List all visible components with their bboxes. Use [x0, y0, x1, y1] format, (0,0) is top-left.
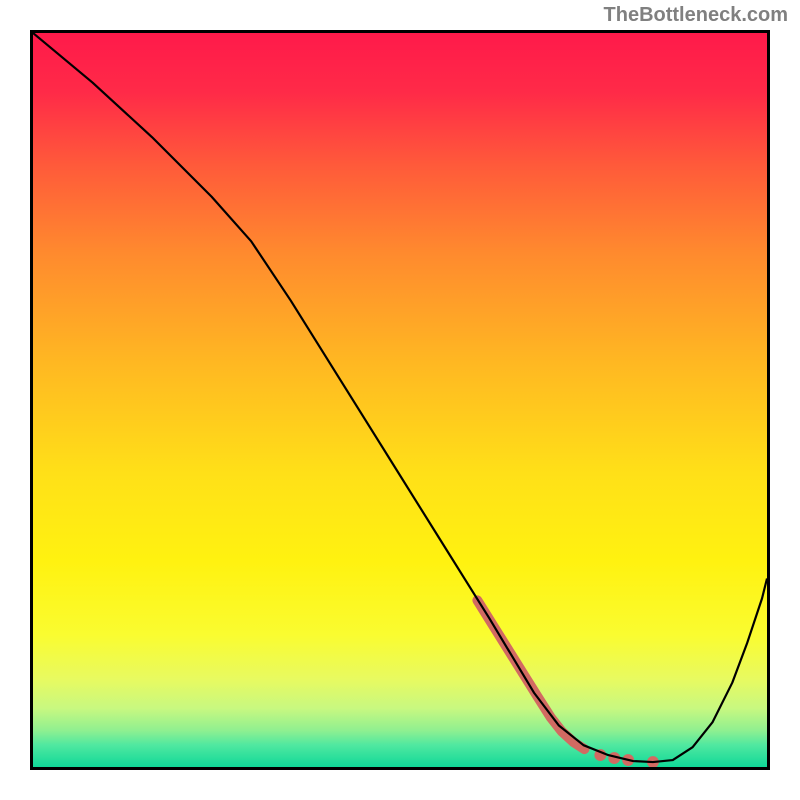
- accent-dots: [594, 749, 658, 767]
- chart-container: TheBottleneck.com: [0, 0, 800, 800]
- curve-layer: [33, 33, 767, 767]
- plot-area: [30, 30, 770, 770]
- main-curve: [33, 33, 767, 762]
- watermark-text: TheBottleneck.com: [604, 4, 788, 27]
- accent-segment: [477, 600, 584, 749]
